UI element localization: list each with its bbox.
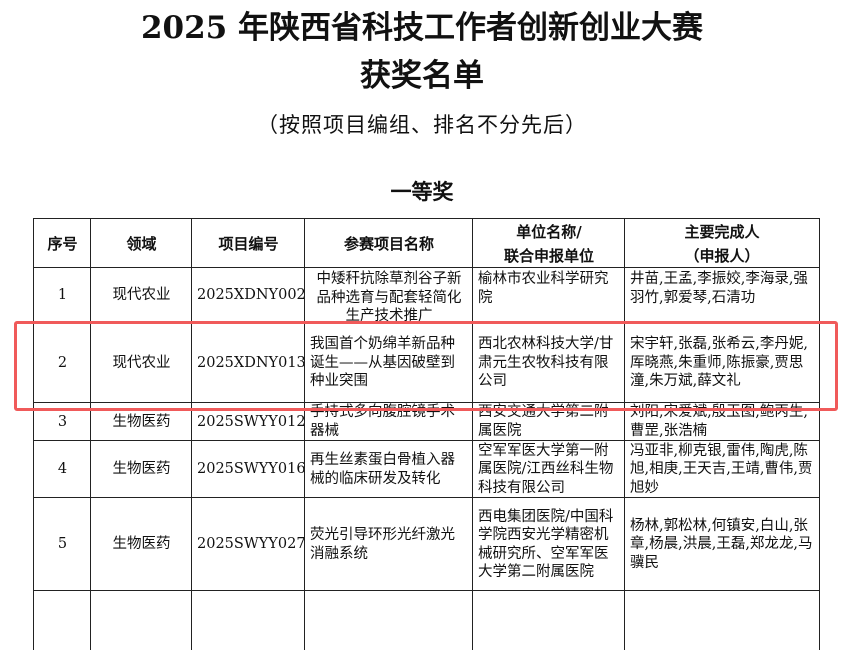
cell-domain: 生物医药 <box>90 497 192 591</box>
cell-empty <box>304 590 473 650</box>
header-unit-text: 单位名称/联合申报单位 <box>503 222 594 265</box>
cell-members: 刘阳,宋爱斌,殷玉图,鲍丙生,曹罡,张浩楠 <box>624 402 820 441</box>
header-code: 项目编号 <box>191 218 305 268</box>
cell-unit-text: 空军军医大学第一附属医院/江西丝科生物科技有限公司 <box>478 442 614 496</box>
cell-code-text: 2025XDNY002 <box>197 287 305 304</box>
cell-members: 宋宇轩,张磊,张希云,李丹妮,厍晓燕,朱重师,陈振豪,贾思潼,朱万斌,薛文礼 <box>624 322 820 403</box>
cell-project-text: 荧光引导环形光纤激光消融系统 <box>310 527 455 562</box>
document-subtitle: （按照项目编组、排名不分先后） <box>257 113 587 137</box>
cell-unit: 西北农林科技大学/甘肃元生农牧科技有限公司 <box>472 322 625 403</box>
cell-domain-text: 生物医药 <box>112 413 171 430</box>
header-unit: 单位名称/联合申报单位 <box>472 218 625 268</box>
cell-domain-text: 现代农业 <box>112 354 171 371</box>
header-project: 参赛项目名称 <box>304 218 473 268</box>
cell-unit: 榆林市农业科学研究院 <box>472 267 625 323</box>
cell-project: 手持式多向腹腔镜手术器械 <box>304 402 473 441</box>
cell-unit-text: 榆林市农业科学研究院 <box>478 271 609 306</box>
cell-seq: 1 <box>33 267 91 323</box>
cell-members-text: 杨林,郭松林,何镇安,白山,张章,杨晨,洪晨,王磊,郑龙龙,马骥民 <box>630 517 813 571</box>
cell-empty <box>191 590 305 650</box>
cell-empty <box>33 590 91 650</box>
cell-project: 中矮秆抗除草剂谷子新品种选育与配套轻简化生产技术推广 <box>304 267 473 323</box>
cell-domain: 现代农业 <box>90 322 192 403</box>
cell-members-text: 井苗,王孟,李振姣,李海录,强羽竹,郭爱琴,石清功 <box>630 271 808 306</box>
header-domain-text: 领域 <box>126 234 157 253</box>
cell-code: 2025SWYY016 <box>191 440 305 498</box>
section-heading: 一等奖 <box>390 179 454 204</box>
cell-project-text: 再生丝素蛋白骨植入器械的临床研发及转化 <box>310 452 455 487</box>
cell-members: 杨林,郭松林,何镇安,白山,张章,杨晨,洪晨,王磊,郑龙龙,马骥民 <box>624 497 820 591</box>
cell-unit-text: 西北农林科技大学/甘肃元生农牧科技有限公司 <box>478 336 614 390</box>
cell-members: 冯亚非,柳克银,雷伟,陶虎,陈旭,相庚,王天吉,王靖,曹伟,贾旭妙 <box>624 440 820 498</box>
cell-members-text: 冯亚非,柳克银,雷伟,陶虎,陈旭,相庚,王天吉,王靖,曹伟,贾旭妙 <box>630 442 813 496</box>
header-members: 主要完成人 （申报人） <box>624 218 820 268</box>
document-title-line2: 获奖名单 <box>360 58 484 94</box>
cell-code: 2025XDNY013 <box>191 322 305 403</box>
cell-code: 2025SWYY027 <box>191 497 305 591</box>
cell-code-text: 2025SWYY012 <box>197 413 305 430</box>
cell-project: 荧光引导环形光纤激光消融系统 <box>304 497 473 591</box>
cell-empty <box>90 590 192 650</box>
header-domain: 领域 <box>90 218 192 268</box>
cell-seq: 4 <box>33 440 91 498</box>
cell-project-text: 中矮秆抗除草剂谷子新品种选育与配套轻简化生产技术推广 <box>316 271 462 323</box>
cell-project-text: 手持式多向腹腔镜手术器械 <box>310 404 455 439</box>
cell-members-text: 宋宇轩,张磊,张希云,李丹妮,厍晓燕,朱重师,陈振豪,贾思潼,朱万斌,薛文礼 <box>630 336 808 390</box>
cell-seq-text: 5 <box>57 536 68 553</box>
cell-unit-text: 西电集团医院/中国科学院西安光学精密机械研究所、空军军医大学第二附属医院 <box>478 508 614 581</box>
header-seq-text: 序号 <box>47 234 78 253</box>
header-project-text: 参赛项目名称 <box>343 234 434 253</box>
header-code-text: 项目编号 <box>218 234 279 253</box>
header-seq: 序号 <box>33 218 91 268</box>
cell-unit: 西电集团医院/中国科学院西安光学精密机械研究所、空军军医大学第二附属医院 <box>472 497 625 591</box>
cell-project-text: 我国首个奶绵羊新品种诞生——从基因破壁到种业突围 <box>310 336 455 390</box>
cell-seq: 5 <box>33 497 91 591</box>
cell-domain-text: 生物医药 <box>112 536 171 553</box>
cell-code: 2025SWYY012 <box>191 402 305 441</box>
cell-domain-text: 现代农业 <box>112 287 171 304</box>
cell-seq-text: 3 <box>57 413 68 430</box>
cell-code-text: 2025SWYY027 <box>197 536 305 553</box>
cell-empty <box>624 590 820 650</box>
cell-seq-text: 1 <box>57 287 68 304</box>
cell-domain: 生物医药 <box>90 402 192 441</box>
cell-domain: 生物医药 <box>90 440 192 498</box>
cell-seq-text: 2 <box>57 354 68 371</box>
cell-code-text: 2025SWYY016 <box>197 461 305 478</box>
cell-members: 井苗,王孟,李振姣,李海录,强羽竹,郭爱琴,石清功 <box>624 267 820 323</box>
cell-domain-text: 生物医药 <box>112 461 171 478</box>
cell-seq: 3 <box>33 402 91 441</box>
cell-unit: 西安交通大学第二附属医院 <box>472 402 625 441</box>
cell-project: 我国首个奶绵羊新品种诞生——从基因破壁到种业突围 <box>304 322 473 403</box>
cell-seq-text: 4 <box>57 461 68 478</box>
cell-seq: 2 <box>33 322 91 403</box>
cell-unit-text: 西安交通大学第二附属医院 <box>478 404 609 439</box>
cell-code-text: 2025XDNY013 <box>197 354 305 371</box>
cell-empty <box>472 590 625 650</box>
cell-unit: 空军军医大学第一附属医院/江西丝科生物科技有限公司 <box>472 440 625 498</box>
header-members-text: 主要完成人 （申报人） <box>684 222 760 265</box>
cell-code: 2025XDNY002 <box>191 267 305 323</box>
cell-members-text: 刘阳,宋爱斌,殷玉图,鲍丙生,曹罡,张浩楠 <box>630 404 808 439</box>
cell-domain: 现代农业 <box>90 267 192 323</box>
cell-project: 再生丝素蛋白骨植入器械的临床研发及转化 <box>304 440 473 498</box>
document-title: 2025 年陕西省科技工作者创新创业大赛 <box>140 10 704 46</box>
